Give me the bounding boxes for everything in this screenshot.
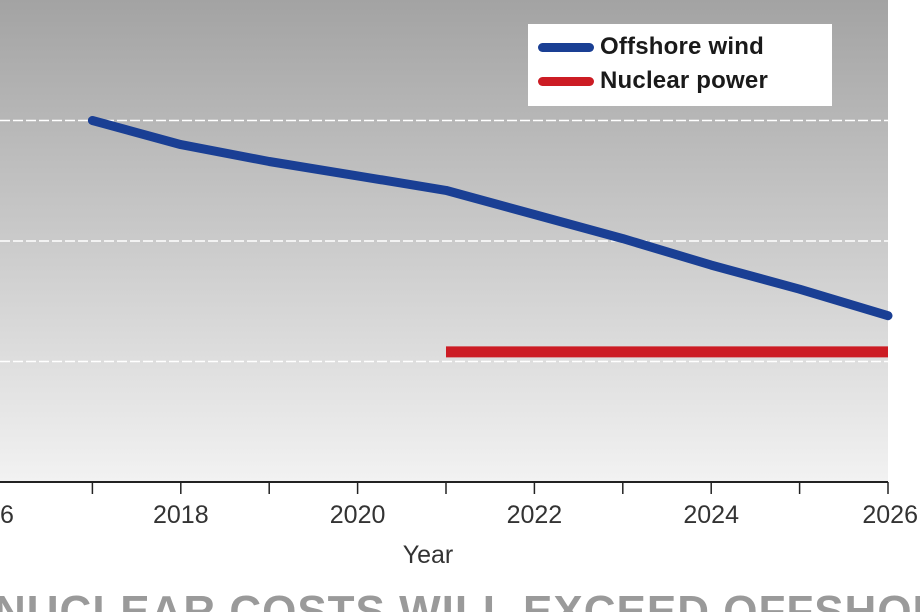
legend-label: Nuclear power (600, 67, 768, 94)
legend-item-offshore-wind: Offshore wind (538, 30, 822, 64)
legend: Offshore wind Nuclear power (528, 24, 832, 106)
grid-lines (0, 119, 888, 363)
series-line-offshore-wind (87, 116, 893, 321)
legend-label: Offshore wind (600, 33, 764, 60)
chart-caption: NUCLEAR COSTS WILL EXCEED OFFSHORE (0, 592, 920, 612)
legend-swatch-offshore-wind (538, 42, 594, 52)
legend-item-nuclear-power: Nuclear power (538, 64, 822, 98)
series-layer (87, 116, 893, 358)
legend-swatch-nuclear-power (538, 76, 594, 86)
caption-text: NUCLEAR COSTS WILL EXCEED OFFSHORE (0, 592, 920, 612)
x-axis: 6 2018 2020 2022 2024 2026 (0, 481, 918, 529)
x-tick-label: 2026 (862, 501, 918, 529)
x-tick-label: 2024 (683, 501, 739, 529)
x-tick-label: 6 (0, 501, 14, 529)
x-tick-label: 2022 (507, 501, 563, 529)
x-axis-title: Year (403, 541, 454, 569)
x-tick-label: 2018 (153, 501, 209, 529)
x-tick-label: 2020 (330, 501, 386, 529)
